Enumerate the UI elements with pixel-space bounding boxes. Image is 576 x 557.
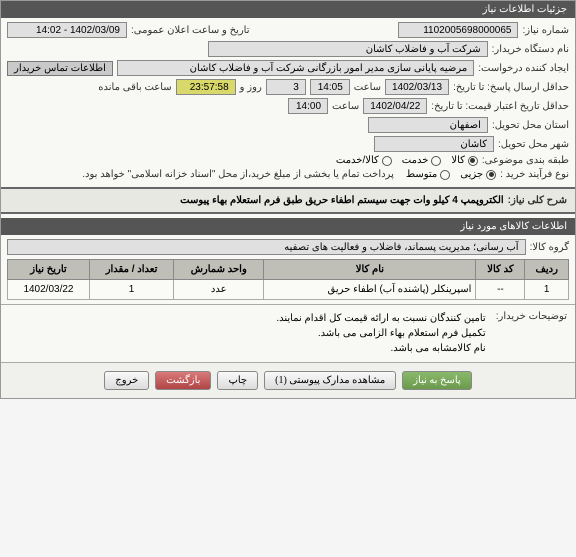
max-date-value: 1402/04/22 xyxy=(363,98,427,114)
category-radio-group: کالا خدمت کالا/خدمت xyxy=(336,155,478,166)
main-fields: شماره نیاز: 1102005698000065 تاریخ و ساع… xyxy=(1,18,575,187)
radio-goods[interactable]: کالا xyxy=(451,155,478,166)
desc-label: شرح کلی نیاز: xyxy=(508,195,567,206)
radio-service-label: خدمت xyxy=(402,155,429,166)
max-date-label: حداقل تاریخ اعتبار قیمت: تا تاریخ: xyxy=(431,101,569,112)
notes-label: توضیحات خریدار: xyxy=(496,311,567,356)
print-button[interactable]: چاپ xyxy=(217,371,258,390)
radio-dot-icon xyxy=(382,156,392,166)
cell-idx: 1 xyxy=(525,280,569,300)
process-label: نوع فرآیند خرید : xyxy=(500,169,569,180)
need-no-label: شماره نیاز: xyxy=(522,25,569,36)
group-label: گروه کالا: xyxy=(530,242,569,253)
max-time-value: 14:00 xyxy=(288,98,328,114)
col-code: کد کالا xyxy=(476,260,525,280)
category-label: طبقه بندی موضوعی: xyxy=(482,155,569,166)
process-radio-group: جزیی متوسط xyxy=(406,169,496,180)
radio-service[interactable]: خدمت xyxy=(402,155,442,166)
items-table: ردیف کد کالا نام کالا واحد شمارش تعداد /… xyxy=(7,259,569,300)
attachments-button[interactable]: مشاهده مدارک پیوستی (1) xyxy=(264,371,396,390)
contact-button[interactable]: اطلاعات تماس خریدار xyxy=(7,61,113,76)
details-panel: جزئیات اطلاعات نیاز شماره نیاز: 11020056… xyxy=(0,0,576,399)
org-value: شرکت آب و فاضلاب کاشان xyxy=(208,41,488,57)
min-date-value: 1402/03/13 xyxy=(385,79,449,95)
exit-button[interactable]: خروج xyxy=(104,371,149,390)
cell-name: اسپرینکلر (پاشنده آب) اطفاء حریق xyxy=(264,280,476,300)
items-section: گروه کالا: آب رسانی؛ مدیریت پسماند، فاضل… xyxy=(1,235,575,304)
table-row: 1 -- اسپرینکلر (پاشنده آب) اطفاء حریق عد… xyxy=(8,280,569,300)
province-value: اصفهان xyxy=(368,117,488,133)
radio-goods-label: کالا xyxy=(451,155,465,166)
creator-label: ایجاد کننده درخواست: xyxy=(478,63,569,74)
group-value: آب رسانی؛ مدیریت پسماند، فاضلاب و فعالیت… xyxy=(7,239,526,255)
description-row: شرح کلی نیاز: الکتروپمپ 4 کیلو وات جهت س… xyxy=(1,187,575,214)
cell-code: -- xyxy=(476,280,525,300)
button-bar: پاسخ به نیاز مشاهده مدارک پیوستی (1) چاپ… xyxy=(1,362,575,398)
radio-medium[interactable]: متوسط xyxy=(406,169,450,180)
org-label: نام دستگاه خریدار: xyxy=(492,44,569,55)
notes-text: تامین کنندگان نسبت به ارائه قیمت کل اقدا… xyxy=(276,311,485,356)
items-header: اطلاعات کالاهای مورد نیاز xyxy=(1,218,575,235)
days-label: روز و xyxy=(240,82,262,93)
remain-label: ساعت باقی مانده xyxy=(98,82,171,93)
cell-unit: عدد xyxy=(174,280,264,300)
min-time-value: 14:05 xyxy=(310,79,350,95)
col-name: نام کالا xyxy=(264,260,476,280)
col-qty: تعداد / مقدار xyxy=(89,260,173,280)
radio-both[interactable]: کالا/خدمت xyxy=(336,155,392,166)
time-label-2: ساعت xyxy=(332,101,359,112)
announce-value: 1402/03/09 - 14:02 xyxy=(7,22,127,38)
col-idx: ردیف xyxy=(525,260,569,280)
process-note: پرداخت تمام یا بخشی از مبلغ خرید،از محل … xyxy=(82,169,394,180)
radio-dot-icon xyxy=(431,156,441,166)
radio-dot-icon xyxy=(468,156,478,166)
min-date-label: حداقل ارسال پاسخ: تا تاریخ: xyxy=(453,82,569,93)
radio-both-label: کالا/خدمت xyxy=(336,155,379,166)
panel-title: جزئیات اطلاعات نیاز xyxy=(1,1,575,18)
col-unit: واحد شمارش xyxy=(174,260,264,280)
radio-small-label: جزیی xyxy=(460,169,483,180)
province-label: استان محل تحویل: xyxy=(492,120,569,131)
note-line-2: تکمیل فرم استعلام بهاء الزامی می باشد. xyxy=(276,326,485,341)
note-line-3: نام کالامشابه می باشد. xyxy=(276,341,485,356)
notes-box: توضیحات خریدار: تامین کنندگان نسبت به ار… xyxy=(1,304,575,362)
city-value: کاشان xyxy=(374,136,494,152)
creator-value: مرضیه پایانی سازی مدیر امور بازرگانی شرک… xyxy=(117,60,474,76)
desc-value: الکتروپمپ 4 کیلو وات جهت سیستم اطفاء حری… xyxy=(180,195,504,206)
note-line-1: تامین کنندگان نسبت به ارائه قیمت کل اقدا… xyxy=(276,311,485,326)
respond-button[interactable]: پاسخ به نیاز xyxy=(402,371,472,390)
table-header-row: ردیف کد کالا نام کالا واحد شمارش تعداد /… xyxy=(8,260,569,280)
cell-date: 1402/03/22 xyxy=(8,280,90,300)
radio-medium-label: متوسط xyxy=(406,169,437,180)
days-value: 3 xyxy=(266,79,306,95)
city-label: شهر محل تحویل: xyxy=(498,139,569,150)
radio-dot-icon xyxy=(440,170,450,180)
col-date: تاریخ نیاز xyxy=(8,260,90,280)
radio-dot-icon xyxy=(486,170,496,180)
cell-qty: 1 xyxy=(89,280,173,300)
back-button[interactable]: بازگشت xyxy=(155,371,211,390)
need-no-value: 1102005698000065 xyxy=(398,22,518,38)
radio-small[interactable]: جزیی xyxy=(460,169,496,180)
announce-label: تاریخ و ساعت اعلان عمومی: xyxy=(131,25,250,36)
time-label-1: ساعت xyxy=(354,82,381,93)
countdown-value: 23:57:58 xyxy=(176,79,236,95)
